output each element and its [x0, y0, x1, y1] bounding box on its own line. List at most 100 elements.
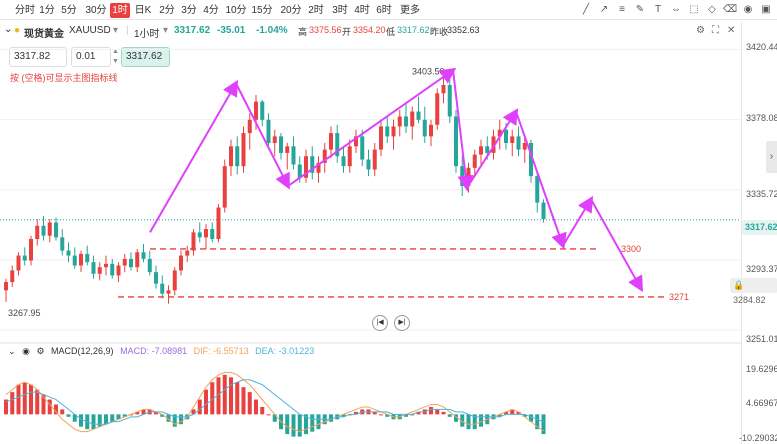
candle-body — [29, 239, 33, 261]
macd-bar — [229, 377, 233, 415]
macd-bar — [247, 392, 252, 415]
tab-timeframe[interactable]: 4分 — [203, 5, 219, 16]
tab-timeframe[interactable]: 10分 — [225, 5, 247, 16]
tab-timeframe[interactable]: 6时 — [376, 5, 392, 16]
camera-icon[interactable]: ▣ — [761, 4, 771, 15]
candle-body — [329, 133, 333, 150]
candle-body — [422, 119, 427, 137]
candle-body — [272, 136, 277, 143]
buy-price-box[interactable]: 3317.62 — [121, 47, 170, 67]
candle-body — [122, 258, 127, 266]
macd-axis-2: 4.66967 — [746, 398, 777, 408]
eraser-icon[interactable]: ⌫ — [723, 4, 738, 15]
candle-body — [60, 237, 65, 251]
macd-bar — [241, 387, 246, 415]
macd-bar — [154, 411, 158, 415]
scroll-right-button[interactable]: ▶| — [394, 315, 410, 331]
candle-body — [235, 146, 240, 167]
candle-body — [185, 250, 190, 256]
macd-bar — [97, 414, 102, 427]
candle-body — [291, 146, 296, 165]
candle-body — [491, 136, 496, 153]
candle-body — [472, 154, 477, 168]
symbol-dropdown-icon[interactable]: ▾ — [113, 25, 119, 36]
tab-timeframe[interactable]: 日K — [134, 5, 152, 16]
macd-bar — [454, 414, 458, 422]
projection-arrow-3 — [590, 198, 643, 293]
tab-timeframe[interactable]: 20分 — [280, 5, 302, 16]
candle-body — [354, 136, 358, 147]
tab-timeframe[interactable]: 1时 — [110, 3, 130, 18]
macd-bar — [204, 389, 208, 415]
collapse-indicator-icon[interactable]: ⌄ — [8, 346, 16, 356]
macd-bar — [379, 414, 383, 416]
dea-line — [5, 379, 544, 425]
sell-price-box[interactable]: 3317.82 — [9, 47, 67, 67]
tab-timeframe[interactable]: 2分 — [159, 5, 175, 16]
tab-timeframe[interactable]: 2时 — [308, 5, 324, 16]
arrow-icon[interactable]: ↗ — [599, 4, 609, 15]
tab-timeframe[interactable]: 更多 — [400, 5, 420, 16]
collapse-panel-button[interactable]: › — [766, 141, 777, 173]
interval-dropdown-icon[interactable]: ▾ — [163, 25, 169, 36]
quantity-input[interactable]: 0.01 — [71, 47, 111, 67]
visibility-icon[interactable]: ◉ — [22, 346, 30, 356]
candle-body — [397, 116, 402, 127]
macd-bar — [104, 414, 108, 425]
collapse-icon[interactable]: ⌄ — [4, 24, 13, 35]
candle-body — [341, 156, 346, 167]
macd-axis-3: -10.29032 — [739, 433, 777, 443]
candle-body — [216, 207, 221, 240]
quantity-stepper[interactable]: ▲ ▼ — [112, 48, 119, 65]
candle-body — [210, 229, 215, 240]
macd-bar — [35, 389, 40, 415]
maximize-icon[interactable]: ⛶ — [712, 25, 719, 36]
eye-icon[interactable]: ◉ — [743, 4, 753, 15]
macd-bar — [285, 414, 290, 435]
brush-icon[interactable]: ✎ — [635, 4, 645, 15]
candle-body — [247, 119, 252, 134]
tab-timeframe[interactable]: 3时 — [332, 5, 348, 16]
scroll-left-button[interactable]: |◀ — [372, 315, 388, 331]
tab-timeframe[interactable]: 5分 — [61, 5, 77, 16]
last-price: 3317.62 — [174, 25, 211, 36]
interval-select[interactable]: 1小时 — [134, 29, 160, 40]
tab-timeframe[interactable]: 3分 — [181, 5, 197, 16]
tab-timeframe[interactable]: 4时 — [354, 5, 370, 16]
candle-body — [135, 252, 140, 268]
candle-body — [529, 142, 533, 177]
candle-body — [404, 116, 408, 127]
candle-body — [22, 255, 27, 261]
candle-body — [10, 270, 15, 283]
macd-bar — [191, 409, 196, 415]
price-change: -35.01 — [217, 25, 246, 36]
symbol-name[interactable]: 现货黄金 — [24, 29, 64, 40]
high-label: 高 — [298, 27, 308, 37]
trendline-icon[interactable]: ╱ — [582, 4, 590, 15]
candle-body — [297, 164, 302, 178]
close-icon[interactable]: ✕ — [727, 25, 736, 36]
tab-timeframe[interactable]: 15分 — [251, 5, 273, 16]
wave-arrow-3 — [287, 67, 457, 187]
macd-bar — [447, 414, 452, 417]
macd-bar — [266, 414, 271, 416]
text-icon[interactable]: T — [654, 4, 662, 15]
indicator-settings-icon[interactable]: ⚙ — [36, 346, 45, 356]
chart-settings-icon[interactable]: ⚙ — [696, 25, 705, 36]
fib-icon[interactable]: ≡ — [619, 4, 625, 15]
projection-arrow-2 — [562, 195, 594, 247]
measure-icon[interactable]: ⇔ — [671, 4, 681, 15]
macd-bar — [22, 382, 27, 415]
candle-body — [47, 222, 52, 236]
macd-bar — [441, 411, 446, 415]
lock-icon[interactable]: 🔒 — [733, 280, 745, 290]
tab-timeframe[interactable]: 30分 — [85, 5, 107, 16]
candle-body — [485, 146, 490, 153]
tab-timeframe[interactable]: 分时 — [15, 5, 35, 16]
tab-timeframe[interactable]: 1分 — [39, 5, 55, 16]
candle-body — [441, 85, 446, 94]
settings-icon[interactable]: ◇ — [708, 4, 716, 15]
macd-bar — [210, 382, 215, 415]
fullscreen-icon[interactable]: ⬚ — [689, 4, 699, 15]
price-chart[interactable]: 3300 3271 3403.50 3267.95 — [0, 0, 741, 444]
